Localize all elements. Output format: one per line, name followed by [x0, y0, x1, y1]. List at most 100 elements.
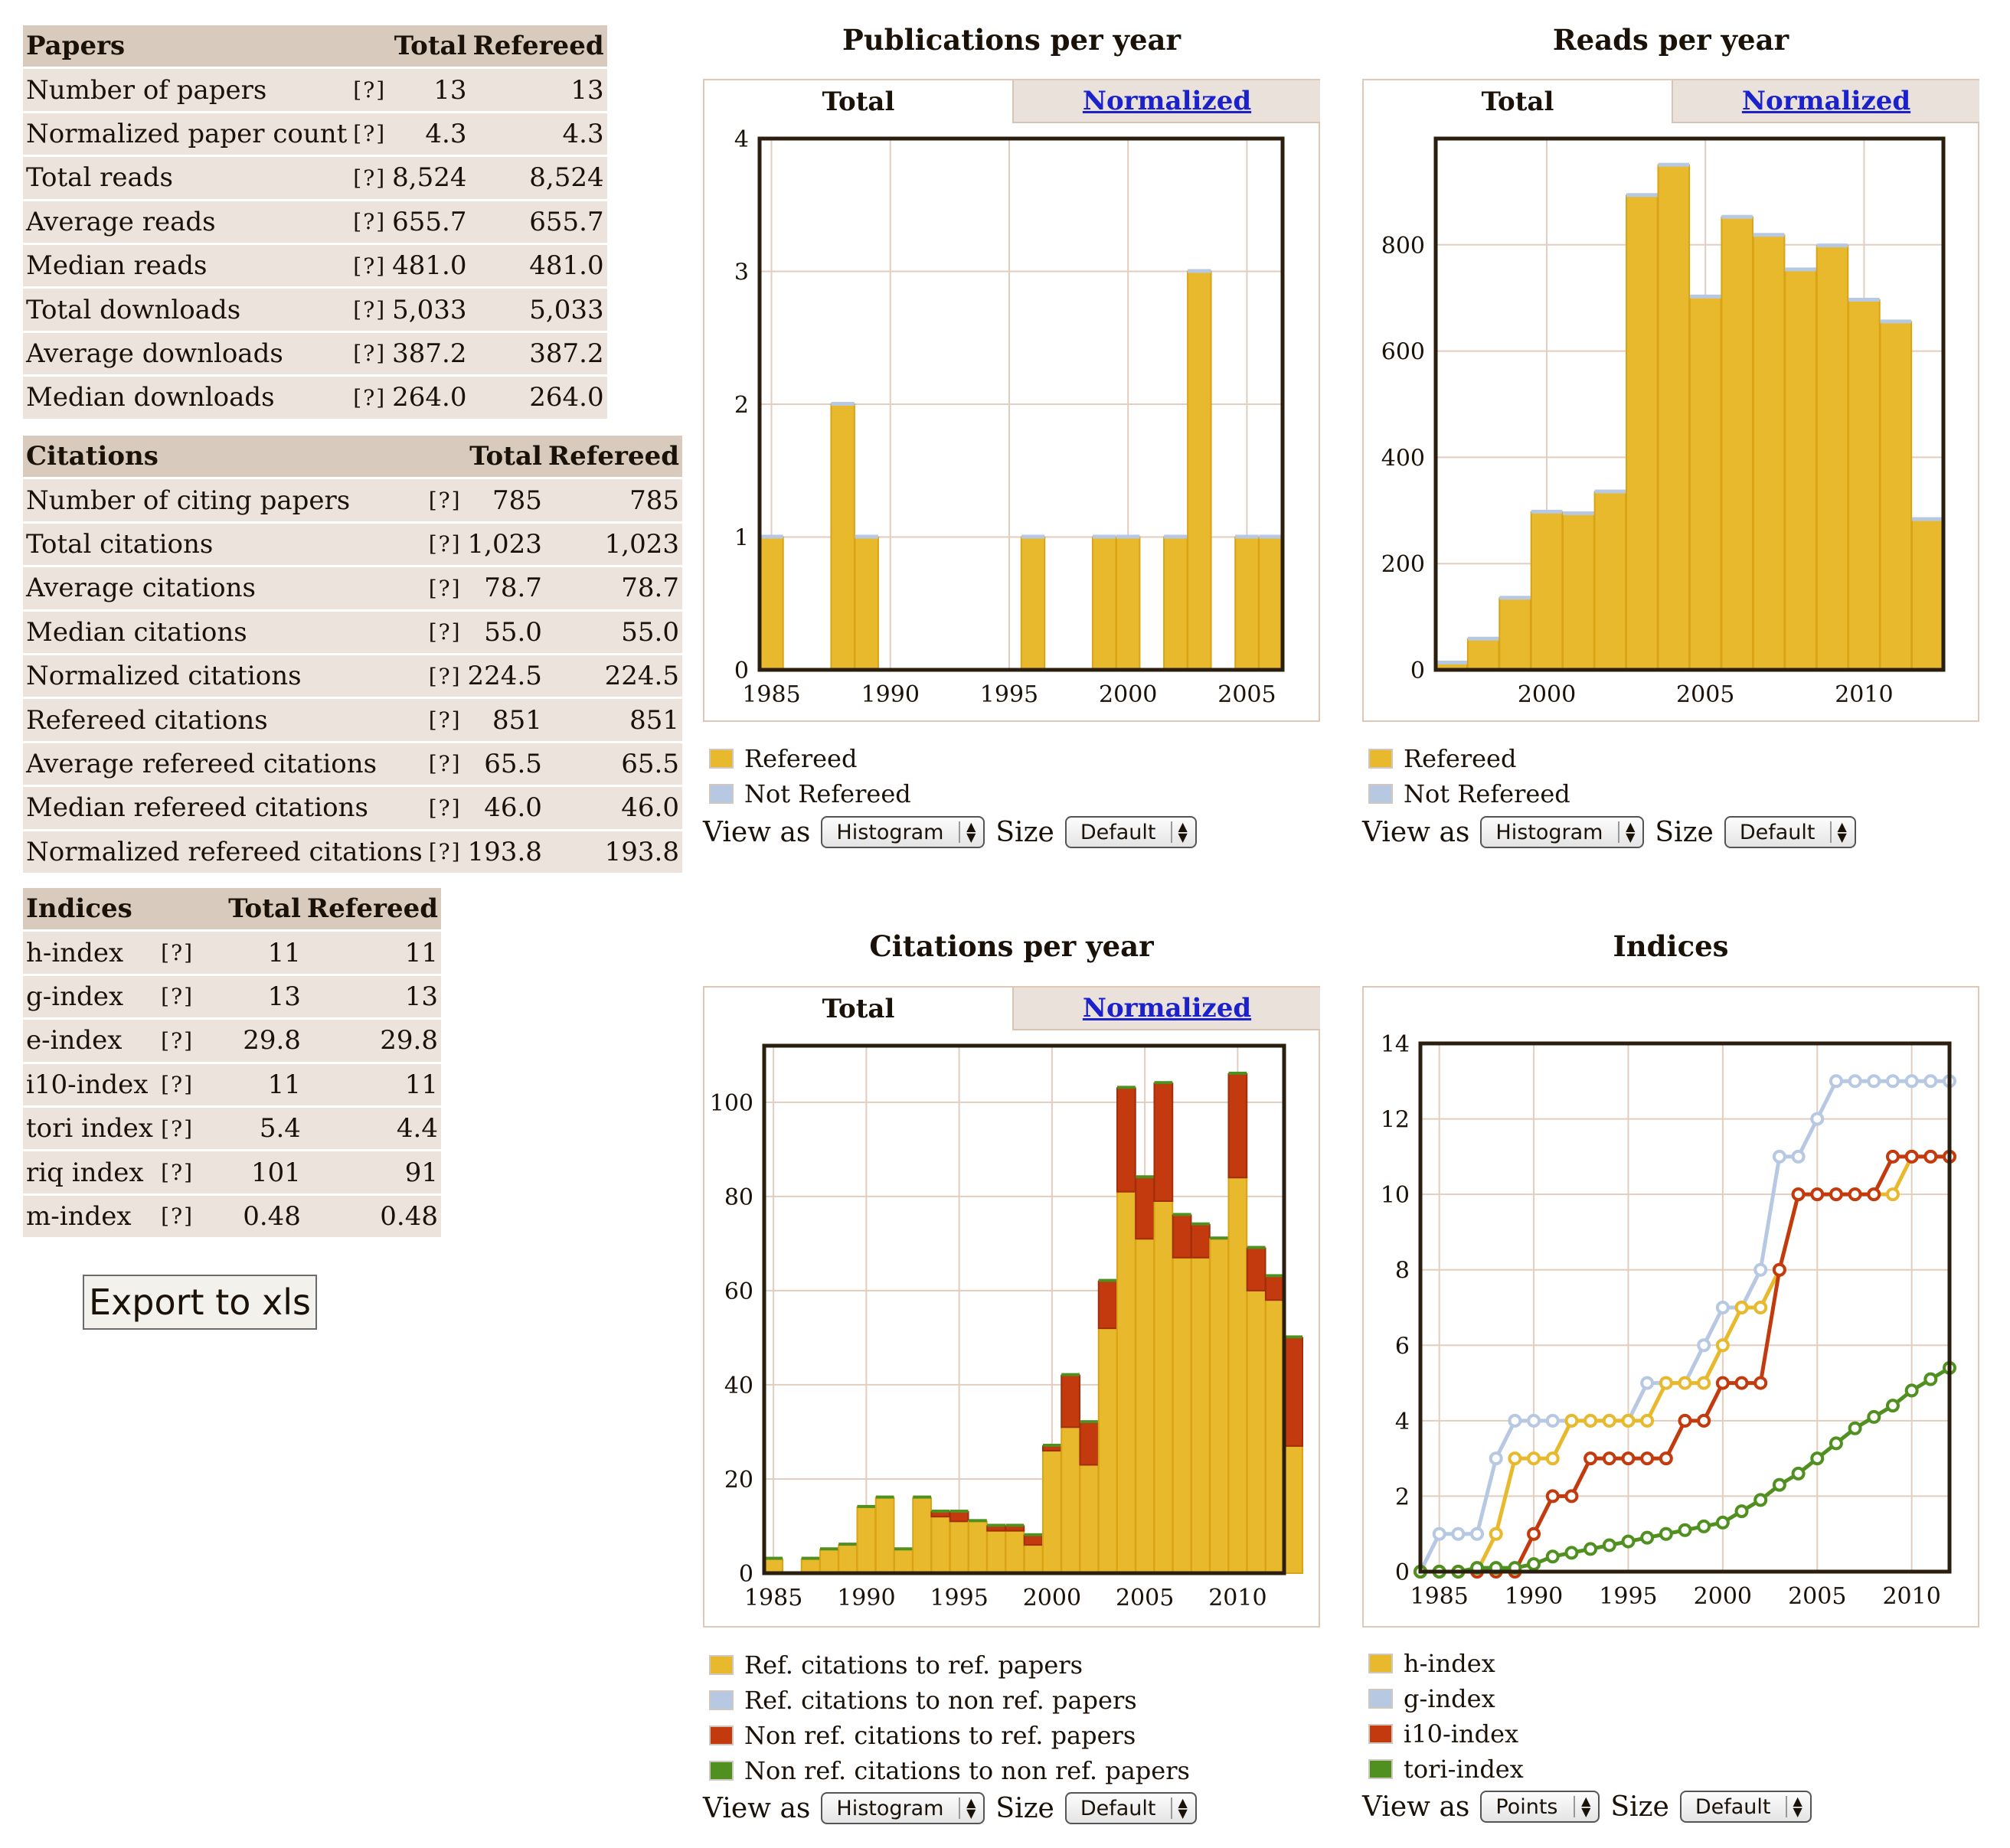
help-link[interactable]: [?]: [158, 1018, 219, 1064]
chart-legend: Ref. citations to ref. papers Ref. citati…: [704, 1647, 1190, 1788]
help-link[interactable]: [?]: [425, 654, 465, 700]
row-label: Refereed citations: [23, 697, 426, 743]
refereed-value: 655.7: [469, 200, 607, 245]
view-as-select[interactable]: Histogram ▲ ▼: [821, 1792, 985, 1824]
legend-item[interactable]: Not Refereed: [704, 776, 911, 811]
tab-total[interactable]: Total: [704, 988, 1012, 1030]
size-select[interactable]: Default ▲ ▼: [1064, 1792, 1197, 1824]
help-link[interactable]: [?]: [350, 155, 390, 201]
table-header: Total: [464, 436, 545, 480]
total-value: 78.7: [464, 566, 545, 612]
row-label: h-index: [23, 930, 159, 976]
refereed-value: 55.0: [544, 610, 682, 655]
help-link[interactable]: [?]: [425, 478, 465, 524]
legend-label: Refereed: [1404, 744, 1517, 773]
total-value: 481.0: [389, 243, 470, 289]
row-label: tori index: [23, 1106, 159, 1152]
row-label: Normalized paper count: [23, 112, 351, 158]
view-as-value: Histogram: [1495, 820, 1603, 844]
refereed-value: 8,524: [469, 155, 607, 201]
size-value: Default: [1739, 820, 1816, 844]
legend-item[interactable]: Not Refereed: [1364, 776, 1570, 811]
total-value: 13: [389, 67, 470, 113]
help-link[interactable]: [?]: [158, 1063, 219, 1108]
help-link[interactable]: [?]: [425, 610, 465, 655]
table-row: Normalized refereed citations [?] 193.8 193…: [23, 830, 682, 875]
legend-item[interactable]: Non ref. citations to non ref. papers: [704, 1753, 1190, 1788]
help-link[interactable]: [?]: [158, 975, 219, 1020]
export-xls-button[interactable]: Export to xls: [83, 1275, 317, 1330]
size-select[interactable]: Default ▲ ▼: [1679, 1791, 1812, 1823]
help-link[interactable]: [?]: [425, 785, 465, 831]
legend-swatch: [1368, 1724, 1393, 1744]
tab-normalized[interactable]: Normalized: [1672, 80, 1979, 123]
row-label: riq index: [23, 1150, 159, 1196]
legend-item[interactable]: Refereed: [1364, 741, 1570, 776]
legend-item[interactable]: Ref. citations to non ref. papers: [704, 1683, 1190, 1718]
select-arrows-icon: ▲ ▼: [959, 821, 976, 844]
view-as-select[interactable]: Histogram ▲ ▼: [1480, 816, 1645, 848]
help-link[interactable]: [?]: [158, 1106, 219, 1152]
help-link[interactable]: [?]: [158, 1150, 219, 1196]
chart-title: Citations per year: [869, 929, 1154, 963]
select-arrows-icon: ▲ ▼: [1170, 1797, 1188, 1820]
size-label: Size: [1655, 816, 1714, 848]
total-value: 11: [218, 930, 304, 976]
row-label: Median reads: [23, 243, 351, 289]
help-link[interactable]: [?]: [425, 566, 465, 612]
chart-legend: Refereed Not Refereed: [1364, 741, 1570, 811]
table-row: h-index [?] 11 11: [23, 930, 441, 976]
legend-item[interactable]: Non ref. citations to ref. papers: [704, 1718, 1190, 1753]
table-row: Median downloads [?] 264.0 264.0: [23, 375, 607, 421]
table-row: Refereed citations [?] 851 851: [23, 697, 682, 743]
help-link[interactable]: [?]: [425, 830, 465, 875]
chart-panel: [1362, 986, 1979, 1628]
help-link[interactable]: [?]: [158, 1194, 219, 1240]
chart-panel: Total Normalized: [703, 986, 1320, 1628]
table-header: Refereed: [303, 888, 441, 932]
help-link[interactable]: [?]: [350, 375, 390, 421]
help-link[interactable]: [?]: [350, 112, 390, 158]
refereed-value: 1,023: [544, 522, 682, 568]
legend-item[interactable]: Ref. citations to ref. papers: [704, 1647, 1190, 1683]
chart-title: Indices: [1613, 929, 1729, 963]
view-as-select[interactable]: Histogram ▲ ▼: [821, 816, 985, 848]
legend-swatch: [709, 1690, 734, 1710]
tab-normalized[interactable]: Normalized: [1012, 988, 1320, 1030]
legend-item[interactable]: tori-index: [1364, 1752, 1524, 1787]
help-link[interactable]: [?]: [425, 697, 465, 743]
legend-swatch: [1368, 749, 1393, 769]
help-link[interactable]: [?]: [350, 331, 390, 377]
size-label: Size: [1610, 1791, 1669, 1823]
indices-table: Indices Total Refereed h-index [?] 11 11 g-inde…: [23, 888, 441, 1240]
help-link[interactable]: [?]: [425, 522, 465, 568]
legend-item[interactable]: Refereed: [704, 741, 911, 776]
size-value: Default: [1695, 1794, 1771, 1819]
refereed-value: 65.5: [544, 742, 682, 788]
size-select[interactable]: Default ▲ ▼: [1724, 816, 1856, 848]
total-value: 851: [464, 697, 545, 743]
total-value: 0.48: [218, 1194, 304, 1240]
size-value: Default: [1080, 820, 1156, 844]
total-value: 193.8: [464, 830, 545, 875]
legend-item[interactable]: i10-index: [1364, 1716, 1524, 1752]
table-header: Total: [218, 888, 304, 932]
size-select[interactable]: Default ▲ ▼: [1064, 816, 1197, 848]
tab-normalized[interactable]: Normalized: [1012, 80, 1320, 123]
help-link[interactable]: [?]: [425, 742, 465, 788]
legend-item[interactable]: g-index: [1364, 1681, 1524, 1716]
help-link[interactable]: [?]: [350, 287, 390, 333]
tab-total[interactable]: Total: [704, 80, 1012, 123]
view-as-select[interactable]: Points ▲ ▼: [1480, 1791, 1600, 1823]
help-link[interactable]: [?]: [350, 243, 390, 289]
tab-total[interactable]: Total: [1364, 80, 1672, 123]
help-link[interactable]: [?]: [350, 67, 390, 113]
legend-item[interactable]: h-index: [1364, 1646, 1524, 1681]
help-link[interactable]: [?]: [350, 200, 390, 245]
help-link[interactable]: [?]: [158, 930, 219, 976]
table-row: tori index [?] 5.4 4.4: [23, 1106, 441, 1152]
total-value: 11: [218, 1063, 304, 1108]
row-label: Average refereed citations: [23, 742, 426, 788]
table-row: Median reads [?] 481.0 481.0: [23, 243, 607, 289]
legend-swatch: [709, 1761, 734, 1781]
